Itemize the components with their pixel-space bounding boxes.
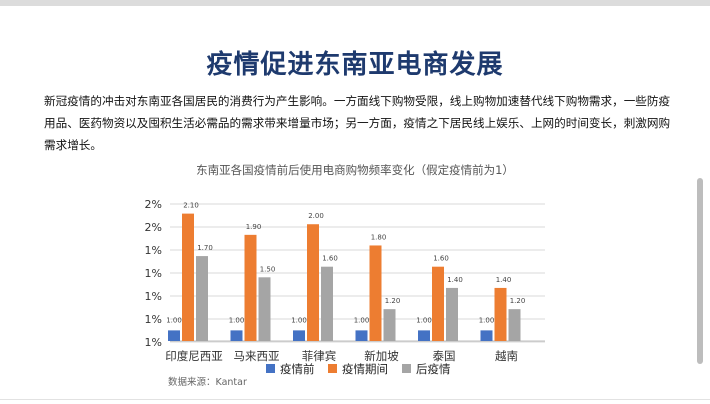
bar <box>432 266 444 341</box>
chart-title: 东南亚各国疫情前后使用电商购物频率变化（假定疫情前为1） <box>196 163 514 177</box>
x-tick-label: 菲律宾 <box>302 349 337 363</box>
bar <box>230 330 243 341</box>
bar <box>168 330 180 341</box>
legend-swatch <box>402 364 411 373</box>
bar <box>182 213 194 341</box>
y-tick-label: 1% <box>145 336 162 349</box>
x-tick-label: 泰国 <box>433 349 456 363</box>
bar <box>418 330 430 341</box>
legend-label: 后疫情 <box>416 362 451 376</box>
legend-swatch <box>328 364 337 373</box>
bar <box>307 224 319 341</box>
data-label: 1.40 <box>447 276 463 284</box>
y-tick-label: 2% <box>145 198 162 211</box>
bar <box>383 309 396 341</box>
data-label: 1.60 <box>433 255 449 263</box>
bar <box>258 277 271 341</box>
bar <box>480 330 493 341</box>
x-tick-label: 马来西亚 <box>234 349 280 363</box>
bar <box>446 287 458 341</box>
data-label: 1.20 <box>510 297 526 305</box>
y-tick-label: 1% <box>145 267 162 280</box>
data-label: 1.60 <box>322 255 338 263</box>
x-tick-label: 新加坡 <box>364 349 399 363</box>
x-tick-label: 印度尼西亚 <box>165 349 223 363</box>
data-label: 1.70 <box>197 244 213 252</box>
data-label: 1.20 <box>385 297 401 305</box>
data-label: 1.00 <box>229 316 245 324</box>
bar <box>355 330 368 341</box>
y-tick-label: 2% <box>145 221 162 234</box>
data-label: 1.80 <box>371 233 387 241</box>
scrollbar[interactable] <box>697 178 703 364</box>
data-label: 1.00 <box>416 316 432 324</box>
body-paragraph: 新冠疫情的冲击对东南亚各国居民的消费行为产生影响。一方面线下购物受限，线上购物加… <box>44 94 671 152</box>
page-title: 疫情促进东南亚电商发展 <box>206 50 504 80</box>
legend-label: 疫情前 <box>280 362 315 376</box>
data-label: 1.00 <box>479 316 495 324</box>
data-label: 1.50 <box>260 265 276 273</box>
bar <box>494 287 507 341</box>
data-label: 1.40 <box>496 276 512 284</box>
data-label: 1.00 <box>354 316 370 324</box>
data-label: 1.00 <box>291 316 307 324</box>
bar <box>369 245 382 341</box>
bar <box>508 309 521 341</box>
y-tick-label: 1% <box>145 290 162 303</box>
bar <box>321 266 333 341</box>
bar <box>244 234 257 341</box>
legend-label: 疫情期间 <box>342 362 388 376</box>
data-label: 1.00 <box>166 316 182 324</box>
y-tick-label: 1% <box>145 313 162 326</box>
data-label: 2.10 <box>183 202 199 210</box>
data-source: 数据来源：Kantar <box>168 377 247 388</box>
bar <box>196 256 208 341</box>
data-label: 2.00 <box>308 212 324 220</box>
x-tick-label: 越南 <box>495 349 518 363</box>
data-label: 1.90 <box>246 223 262 231</box>
bar <box>293 330 305 341</box>
y-tick-label: 1% <box>145 244 162 257</box>
legend-swatch <box>266 364 275 373</box>
bottom-divider <box>0 399 710 400</box>
top-bar <box>0 0 710 6</box>
